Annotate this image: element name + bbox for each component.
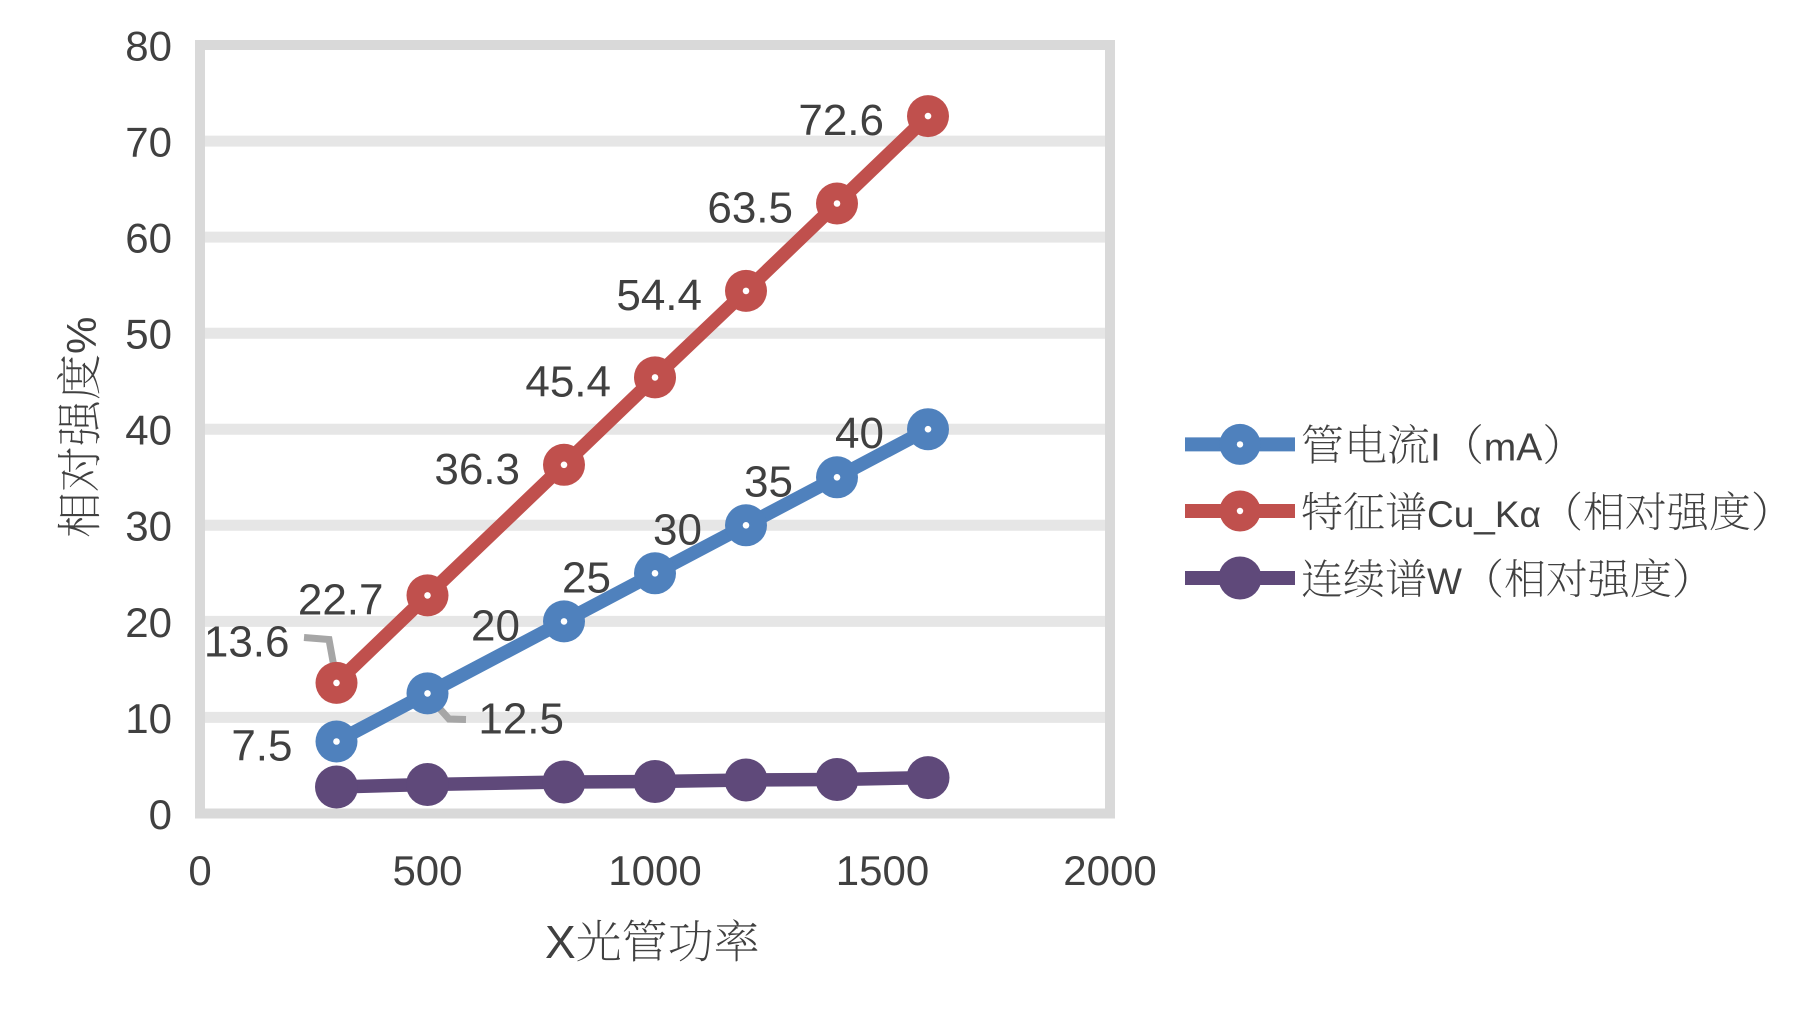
svg-text:2000: 2000 (1063, 847, 1156, 894)
svg-text:54.4: 54.4 (616, 271, 702, 320)
svg-text:22.7: 22.7 (298, 575, 384, 624)
svg-text:500: 500 (392, 847, 462, 894)
svg-text:50: 50 (125, 311, 172, 358)
svg-text:1000: 1000 (608, 847, 701, 894)
svg-text:30: 30 (125, 503, 172, 550)
svg-text:36.3: 36.3 (434, 445, 520, 494)
svg-text:25: 25 (562, 553, 611, 602)
svg-text:1500: 1500 (836, 847, 929, 894)
svg-text:20: 20 (471, 601, 520, 650)
svg-text:40: 40 (835, 409, 884, 458)
svg-text:W: W (1427, 561, 1462, 602)
svg-text:60: 60 (125, 215, 172, 262)
svg-text:12.5: 12.5 (478, 695, 564, 744)
svg-text:63.5: 63.5 (707, 184, 793, 233)
svg-text:10: 10 (125, 695, 172, 742)
svg-text:35: 35 (744, 457, 793, 506)
svg-text:0: 0 (188, 847, 211, 894)
svg-text:7.5: 7.5 (231, 722, 292, 771)
svg-text:mA: mA (1484, 426, 1543, 469)
svg-text:%: % (58, 317, 105, 354)
svg-text:72.6: 72.6 (798, 96, 884, 145)
svg-text:45.4: 45.4 (525, 357, 611, 406)
svg-text:Cu_Kα: Cu_Kα (1427, 494, 1541, 535)
svg-text:30: 30 (653, 505, 702, 554)
svg-text:20: 20 (125, 599, 172, 646)
svg-text:0: 0 (149, 791, 172, 838)
svg-text:13.6: 13.6 (204, 618, 290, 667)
svg-text:40: 40 (125, 407, 172, 454)
svg-text:X: X (545, 916, 576, 968)
svg-text:70: 70 (125, 119, 172, 166)
svg-text:80: 80 (125, 22, 172, 69)
svg-text:I: I (1430, 426, 1441, 469)
